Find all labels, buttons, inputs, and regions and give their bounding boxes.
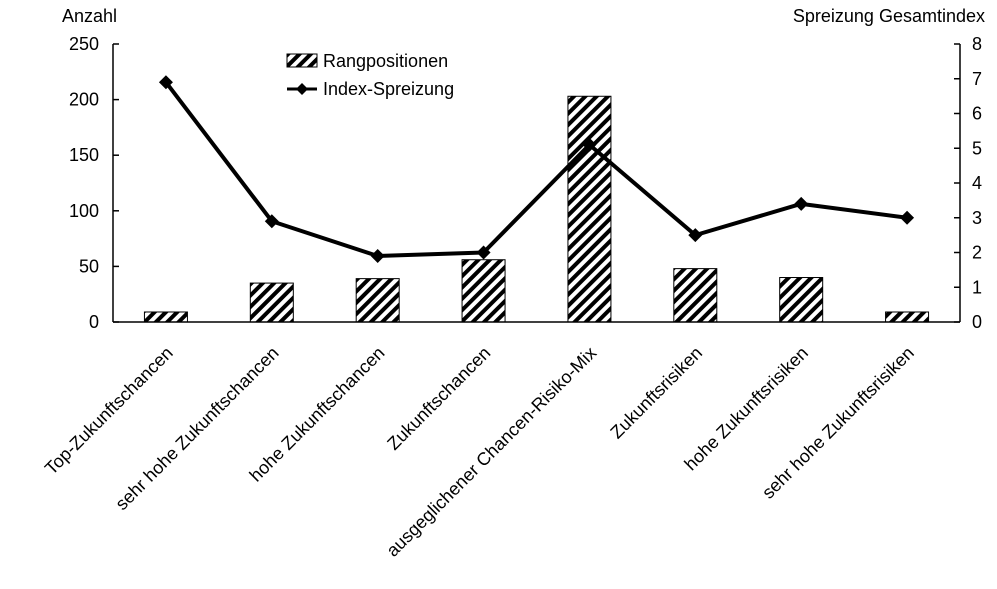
bar (461, 259, 506, 323)
bar (355, 278, 400, 323)
left-tick-label: 100 (69, 201, 99, 221)
line-point (476, 245, 491, 260)
right-tick-label: 8 (972, 34, 982, 54)
left-tick-label: 200 (69, 90, 99, 110)
bar (673, 268, 718, 323)
right-tick-label: 3 (972, 208, 982, 228)
line-path (164, 81, 908, 258)
category-label: ausgeglichener Chancen-Risiko-Mix (382, 343, 600, 561)
line-point (688, 228, 703, 243)
y-axis-title: Anzahl (62, 6, 117, 26)
line-point (370, 248, 385, 263)
bar (885, 311, 930, 323)
legend-label-bar: Rangpositionen (323, 51, 448, 71)
line-point (582, 137, 597, 152)
category-label: Zukunftsrisiken (606, 343, 706, 443)
bar (249, 282, 294, 323)
bar (779, 277, 824, 323)
right-tick-label: 4 (972, 173, 982, 193)
line-point (158, 75, 173, 90)
right-tick-label: 2 (972, 243, 982, 263)
line-point (794, 196, 809, 211)
line-point (900, 210, 915, 225)
bar-series (143, 95, 930, 323)
left-axis-ticks: 0 50 100 150 200 250 (69, 34, 119, 332)
right-tick-label: 0 (972, 312, 982, 332)
line-point (264, 214, 279, 229)
bar (143, 311, 188, 323)
y2-axis-title: Spreizung Gesamtindex (793, 6, 985, 26)
right-tick-label: 6 (972, 104, 982, 124)
line-series (158, 75, 915, 263)
left-tick-label: 0 (89, 312, 99, 332)
left-tick-label: 150 (69, 145, 99, 165)
bar (567, 95, 612, 323)
left-tick-label: 250 (69, 34, 99, 54)
right-tick-label: 7 (972, 69, 982, 89)
right-axis-ticks: 0 1 2 3 4 5 6 7 8 (954, 34, 982, 332)
left-tick-label: 50 (79, 256, 99, 276)
right-tick-label: 1 (972, 277, 982, 297)
legend-swatch-bar (286, 53, 318, 68)
category-label: Zukunftschancen (383, 343, 494, 454)
legend-label-line: Index-Spreizung (323, 79, 454, 99)
legend: Rangpositionen Index-Spreizung (286, 51, 454, 99)
right-tick-label: 5 (972, 138, 982, 158)
legend-swatch-marker (296, 83, 308, 95)
